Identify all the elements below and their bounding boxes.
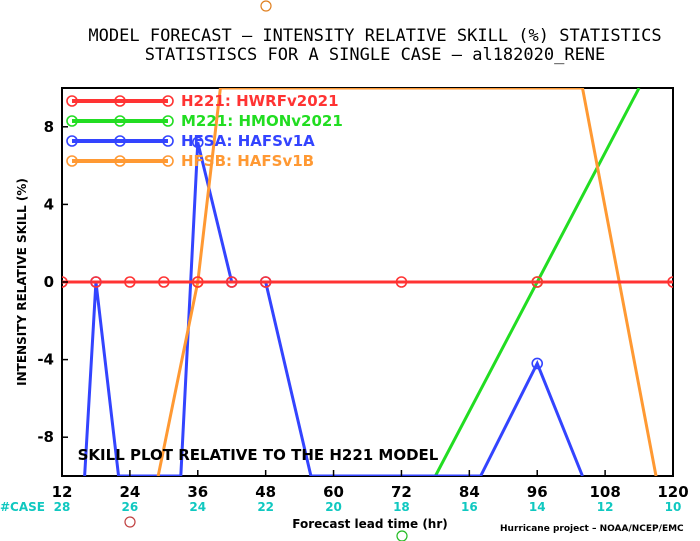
y-tick-label: 0 [44, 273, 54, 291]
case-count: 12 [597, 500, 614, 514]
case-count: 26 [122, 500, 139, 514]
legend-swatch-marker [66, 135, 78, 147]
y-axis-title: INTENSITY RELATIVE SKILL (%) [15, 178, 29, 386]
series-0-point [90, 276, 102, 288]
legend-swatch-marker [162, 155, 174, 167]
plot-area [61, 87, 674, 477]
legend-swatch-marker [66, 155, 78, 167]
series-0-point [225, 276, 238, 288]
y-tick-label: 4 [44, 195, 54, 213]
x-tick-label: 60 [323, 483, 344, 501]
top-circle-marker [260, 0, 272, 12]
legend-swatch-marker [66, 95, 78, 107]
legend-label: M221: HMONv2021 [181, 112, 343, 130]
series-2-point [531, 357, 544, 370]
x-tick-label: 36 [187, 483, 208, 501]
case-count: 10 [665, 500, 682, 514]
series-0-point [158, 276, 170, 288]
x-tick-label: 96 [527, 483, 548, 501]
x-tick-label: 12 [52, 483, 73, 501]
y-tick-label: -4 [37, 351, 54, 369]
legend-swatch-marker [162, 115, 174, 127]
series-0-point [395, 276, 408, 288]
legend-swatch-marker [162, 95, 174, 107]
legend-swatch-marker [114, 115, 126, 127]
legend-label: HFSA: HAFSv1A [181, 132, 315, 150]
series-0-point [531, 276, 544, 288]
y-tick-label: 8 [44, 118, 54, 136]
bottom-circle-marker-green [396, 530, 408, 541]
case-count: 18 [393, 500, 410, 514]
case-count: 14 [529, 500, 546, 514]
series-line-2 [83, 141, 584, 476]
legend-swatch-marker [114, 95, 126, 107]
case-count: 22 [257, 500, 274, 514]
series-2-point [191, 136, 204, 149]
case-label: #CASE [0, 500, 45, 514]
case-count-row: 28 26 24 22 20 18 16 14 12 10 [54, 500, 682, 514]
legend-swatch-marker [114, 135, 126, 147]
case-count: 16 [461, 500, 478, 514]
series-line-3 [156, 88, 658, 476]
x-axis-title: Forecast lead time (hr) [292, 517, 448, 531]
x-tick-label: 72 [391, 483, 412, 501]
x-tick-label: 108 [589, 483, 620, 501]
series-0-point [667, 276, 673, 288]
credit-text: Hurricane project – NOAA/NCEP/EMC [500, 524, 684, 534]
legend-swatch-marker [66, 115, 78, 127]
case-count: 28 [54, 500, 71, 514]
legend-swatch-marker [114, 155, 126, 167]
chart-title: MODEL FORECAST – INTENSITY RELATIVE SKIL… [88, 26, 661, 46]
series-0-point [259, 276, 272, 288]
series-0-point [124, 276, 136, 288]
legend: H221: HWRFv2021 M221: HMONv2021 HFSA: HAFS… [66, 92, 343, 170]
x-tick-label: 48 [255, 483, 276, 501]
bottom-circle-marker-red [124, 516, 136, 528]
x-axis-ticks: 12 24 36 48 60 72 84 96 108 120 [52, 470, 689, 501]
case-count: 24 [189, 500, 206, 514]
y-axis-ticks: -8 -4 0 4 8 [37, 118, 68, 446]
series-0-point [191, 276, 204, 288]
y-tick-label: -8 [37, 428, 54, 446]
x-tick-label: 120 [657, 483, 688, 501]
series-layer [62, 88, 673, 476]
x-tick-label: 84 [459, 483, 480, 501]
case-count: 20 [325, 500, 342, 514]
legend-swatch-marker [162, 135, 174, 147]
x-tick-label: 24 [119, 483, 140, 501]
legend-label: H221: HWRFv2021 [181, 92, 339, 110]
legend-label: HFSB: HAFSv1B [181, 152, 314, 170]
chart-subtitle: STATISTISCS FOR A SINGLE CASE – al182020… [145, 45, 606, 65]
skill-annotation: SKILL PLOT RELATIVE TO THE H221 MODEL [78, 446, 439, 464]
